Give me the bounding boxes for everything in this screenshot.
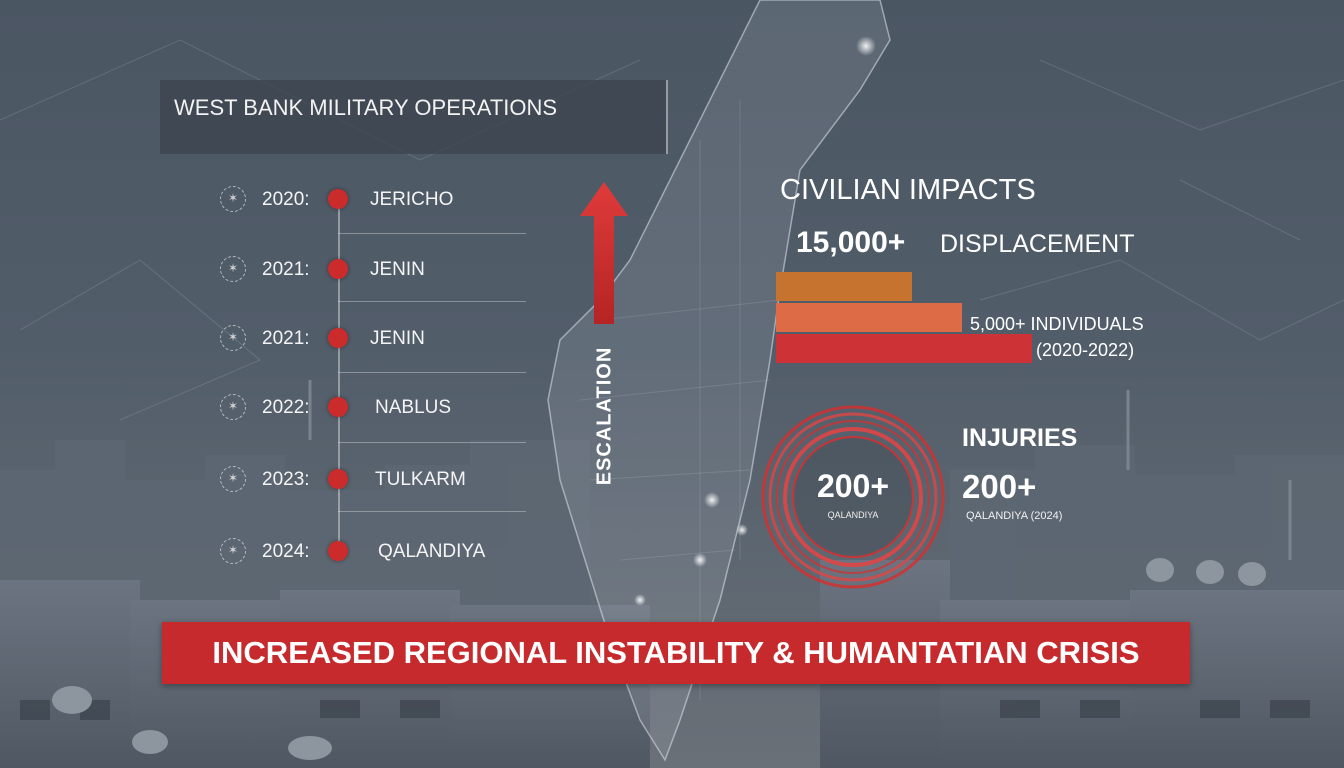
individuals-note: 5,000+ INDIVIDUALS bbox=[970, 314, 1144, 334]
injuries-title: INJURIES bbox=[962, 424, 1078, 452]
timeline-place: JERICHO bbox=[370, 189, 454, 210]
timeline-year: 2020: bbox=[262, 189, 310, 210]
escalation-text: ESCALATION bbox=[593, 346, 616, 486]
injuries-caption: QALANDIYA (2024) bbox=[966, 510, 1063, 522]
timeline-place: NABLUS bbox=[375, 397, 452, 418]
timeline-dot bbox=[328, 469, 348, 489]
timeline-dot bbox=[328, 328, 348, 348]
escalation-label: ESCALATION bbox=[560, 346, 650, 486]
civilian-impacts-title: CIVILIAN IMPACTS bbox=[780, 174, 1036, 206]
displacement-bar-2 bbox=[776, 303, 962, 332]
title-panel: WEST BANK MILITARY OPERATIONS bbox=[160, 80, 668, 154]
displacement-label: DISPLACEMENT bbox=[940, 230, 1135, 258]
timeline-year: 2021: bbox=[262, 259, 310, 280]
emblem-icon: ✶ bbox=[220, 538, 246, 564]
injuries-value: 200+ bbox=[962, 468, 1037, 505]
displacement-bar-1 bbox=[776, 272, 912, 301]
timeline-place: JENIN bbox=[370, 328, 425, 349]
timeline-place: QALANDIYA bbox=[378, 541, 486, 562]
timeline-place: JENIN bbox=[370, 259, 425, 280]
injuries-rings-graphic bbox=[761, 405, 945, 589]
timeline-year: 2021: bbox=[262, 328, 310, 349]
timeline-dot bbox=[328, 259, 348, 279]
displacement-value: 15,000+ bbox=[796, 226, 906, 259]
emblem-icon: ✶ bbox=[220, 466, 246, 492]
displacement-bar-3 bbox=[776, 334, 1032, 363]
ring-injuries-caption: QALANDIYA bbox=[827, 510, 879, 520]
crisis-banner: INCREASED REGIONAL INSTABILITY & HUMANTA… bbox=[162, 622, 1190, 684]
ring-injuries-value: 200+ bbox=[816, 468, 890, 504]
timeline-divider bbox=[338, 301, 526, 302]
crisis-banner-text: INCREASED REGIONAL INSTABILITY & HUMANTA… bbox=[212, 635, 1140, 670]
emblem-icon: ✶ bbox=[220, 256, 246, 282]
timeline-year: 2024: bbox=[262, 541, 310, 562]
timeline-year: 2023: bbox=[262, 469, 310, 490]
timeline-axis bbox=[338, 200, 340, 552]
timeline-year: 2022: bbox=[262, 397, 310, 418]
page-title: WEST BANK MILITARY OPERATIONS bbox=[174, 95, 558, 120]
timeline-place: TULKARM bbox=[375, 469, 466, 490]
date-range-note: (2020-2022) bbox=[1036, 340, 1135, 360]
emblem-icon: ✶ bbox=[220, 394, 246, 420]
arrow-up-icon bbox=[580, 182, 628, 324]
timeline-divider bbox=[338, 511, 526, 512]
timeline-divider bbox=[338, 233, 526, 234]
emblem-icon: ✶ bbox=[220, 325, 246, 351]
timeline-divider bbox=[338, 372, 526, 373]
timeline-dot bbox=[328, 397, 348, 417]
timeline-divider bbox=[338, 442, 526, 443]
timeline-dot bbox=[328, 541, 348, 561]
emblem-icon: ✶ bbox=[220, 186, 246, 212]
timeline-dot bbox=[328, 189, 348, 209]
